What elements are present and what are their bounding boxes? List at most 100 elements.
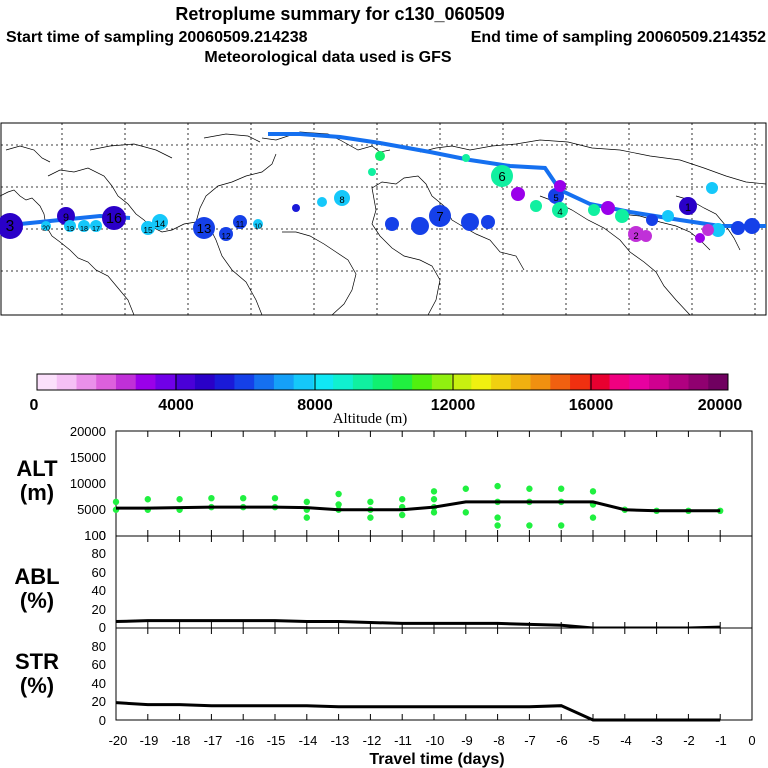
map-day-label: 4 bbox=[557, 207, 563, 218]
alt-tick: 5000 bbox=[77, 502, 106, 517]
alt-scatter-point bbox=[430, 488, 438, 495]
colorbar-swatch bbox=[550, 374, 571, 390]
alt-scatter-point bbox=[494, 522, 501, 529]
map-day-label: 14 bbox=[155, 219, 166, 230]
x-tick: -13 bbox=[331, 733, 350, 748]
map-plume-marker bbox=[481, 215, 495, 229]
str-label: STR bbox=[15, 649, 59, 674]
map-day-label: 20 bbox=[42, 226, 50, 233]
colorbar-swatch bbox=[273, 374, 295, 390]
map-day-label: 9 bbox=[63, 212, 69, 224]
map-plume-marker bbox=[731, 221, 745, 235]
map-coastline bbox=[47, 167, 263, 316]
abl-tick: 20 bbox=[92, 602, 106, 617]
abl-unit: (%) bbox=[20, 588, 54, 613]
colorbar-swatch bbox=[56, 374, 77, 390]
alt-scatter-point bbox=[367, 498, 374, 506]
str-tick-labels: 80 60 40 20 0 bbox=[92, 639, 106, 728]
colorbar-swatch bbox=[570, 374, 591, 390]
map-coastline bbox=[0, 189, 135, 316]
map-plume-marker bbox=[706, 182, 718, 194]
colorbar-swatch bbox=[629, 374, 650, 390]
colorbar-swatch bbox=[234, 374, 255, 390]
alt-panel-frame bbox=[115, 430, 753, 537]
panel-labels: ALT (m) ABL (%) STR (%) bbox=[14, 456, 59, 698]
alt-scatter-point bbox=[558, 485, 565, 492]
str-tick: 0 bbox=[99, 713, 106, 728]
map-plume-marker bbox=[385, 217, 399, 231]
alt-scatter-point bbox=[558, 522, 565, 529]
map-day-label: 5 bbox=[553, 193, 558, 204]
map-plume-marker bbox=[375, 151, 385, 161]
alt-series-line bbox=[116, 500, 721, 513]
colorbar-swatch bbox=[214, 374, 235, 390]
x-tick: -16 bbox=[236, 733, 255, 748]
map-plume-marker bbox=[646, 214, 658, 226]
alt-scatter-point bbox=[335, 490, 342, 498]
map-plume-marker bbox=[554, 180, 566, 192]
map-day-label: 10 bbox=[254, 224, 262, 231]
abl-tick: 40 bbox=[92, 583, 106, 598]
colorbar-swatch bbox=[37, 374, 58, 390]
x-tick: -4 bbox=[620, 733, 632, 748]
colorbar-swatch bbox=[194, 374, 216, 390]
x-tick: -17 bbox=[204, 733, 223, 748]
map-day-label: 2 bbox=[633, 231, 638, 242]
map-coastline bbox=[419, 139, 767, 185]
alt-scatter-point bbox=[430, 496, 438, 503]
colorbar-swatch bbox=[293, 374, 314, 390]
map-plume-marker bbox=[429, 205, 451, 227]
colorbar-swatch bbox=[155, 374, 176, 390]
x-tick: 0 bbox=[748, 733, 755, 748]
alt-scatter-point bbox=[367, 514, 374, 521]
abl-tick: 80 bbox=[92, 546, 106, 561]
colorbar-swatch bbox=[412, 374, 433, 390]
map-plume-marker bbox=[219, 227, 233, 241]
map-plume-marker bbox=[511, 187, 525, 201]
x-tick: -12 bbox=[363, 733, 382, 748]
colorbar-swatch bbox=[76, 374, 97, 390]
map-day-label: 6 bbox=[498, 169, 505, 184]
alt-scatter-point bbox=[526, 522, 533, 529]
altitude-colorbar bbox=[36, 373, 729, 391]
abl-tick: 60 bbox=[92, 565, 106, 580]
map-plume-marker bbox=[292, 204, 300, 212]
map-day-label: 7 bbox=[436, 209, 443, 224]
map-plume-marker bbox=[152, 214, 168, 230]
colorbar-tick-4000: 4000 bbox=[158, 397, 194, 414]
x-tick: -11 bbox=[394, 733, 412, 748]
alt-scatter-point bbox=[112, 498, 120, 506]
alt-tick: 20000 bbox=[70, 424, 106, 439]
map-coastline bbox=[261, 131, 391, 153]
map-plume-marker bbox=[491, 165, 513, 187]
x-tick: -15 bbox=[267, 733, 286, 748]
colorbar-tick-labels: 0 4000 8000 12000 16000 20000 bbox=[30, 397, 743, 414]
colorbar-swatch bbox=[372, 374, 393, 390]
alt-scatter-point bbox=[399, 511, 406, 519]
map-plume-marker bbox=[628, 226, 644, 242]
map-plume-marker bbox=[90, 220, 102, 232]
map-plume-marker bbox=[711, 223, 725, 237]
map-plume-marker bbox=[141, 221, 155, 235]
map-plume-marker bbox=[233, 215, 247, 229]
str-tick: 20 bbox=[92, 694, 106, 709]
map-day-label: 11 bbox=[236, 219, 245, 229]
map-coastline bbox=[282, 231, 357, 316]
map-plume-marker bbox=[411, 217, 429, 235]
x-axis-title: Travel time (days) bbox=[369, 751, 504, 768]
x-tick: -20 bbox=[109, 733, 128, 748]
map-plume-marker bbox=[368, 168, 376, 176]
map-plume-marker bbox=[64, 220, 76, 232]
colorbar-swatch bbox=[708, 374, 729, 390]
colorbar-swatch bbox=[668, 374, 690, 390]
colorbar-swatch bbox=[451, 374, 472, 390]
map-plume-marker bbox=[695, 233, 705, 243]
alt-tick: 0 bbox=[99, 528, 106, 543]
alt-scatter-point bbox=[144, 496, 151, 503]
colorbar-tick-8000: 8000 bbox=[297, 397, 333, 414]
x-tick: -7 bbox=[524, 733, 536, 748]
map-day-label: 8 bbox=[339, 195, 344, 206]
map-plume-marker bbox=[640, 230, 652, 242]
abl-panel-frame bbox=[115, 535, 753, 629]
map-gridlines bbox=[1, 123, 766, 315]
